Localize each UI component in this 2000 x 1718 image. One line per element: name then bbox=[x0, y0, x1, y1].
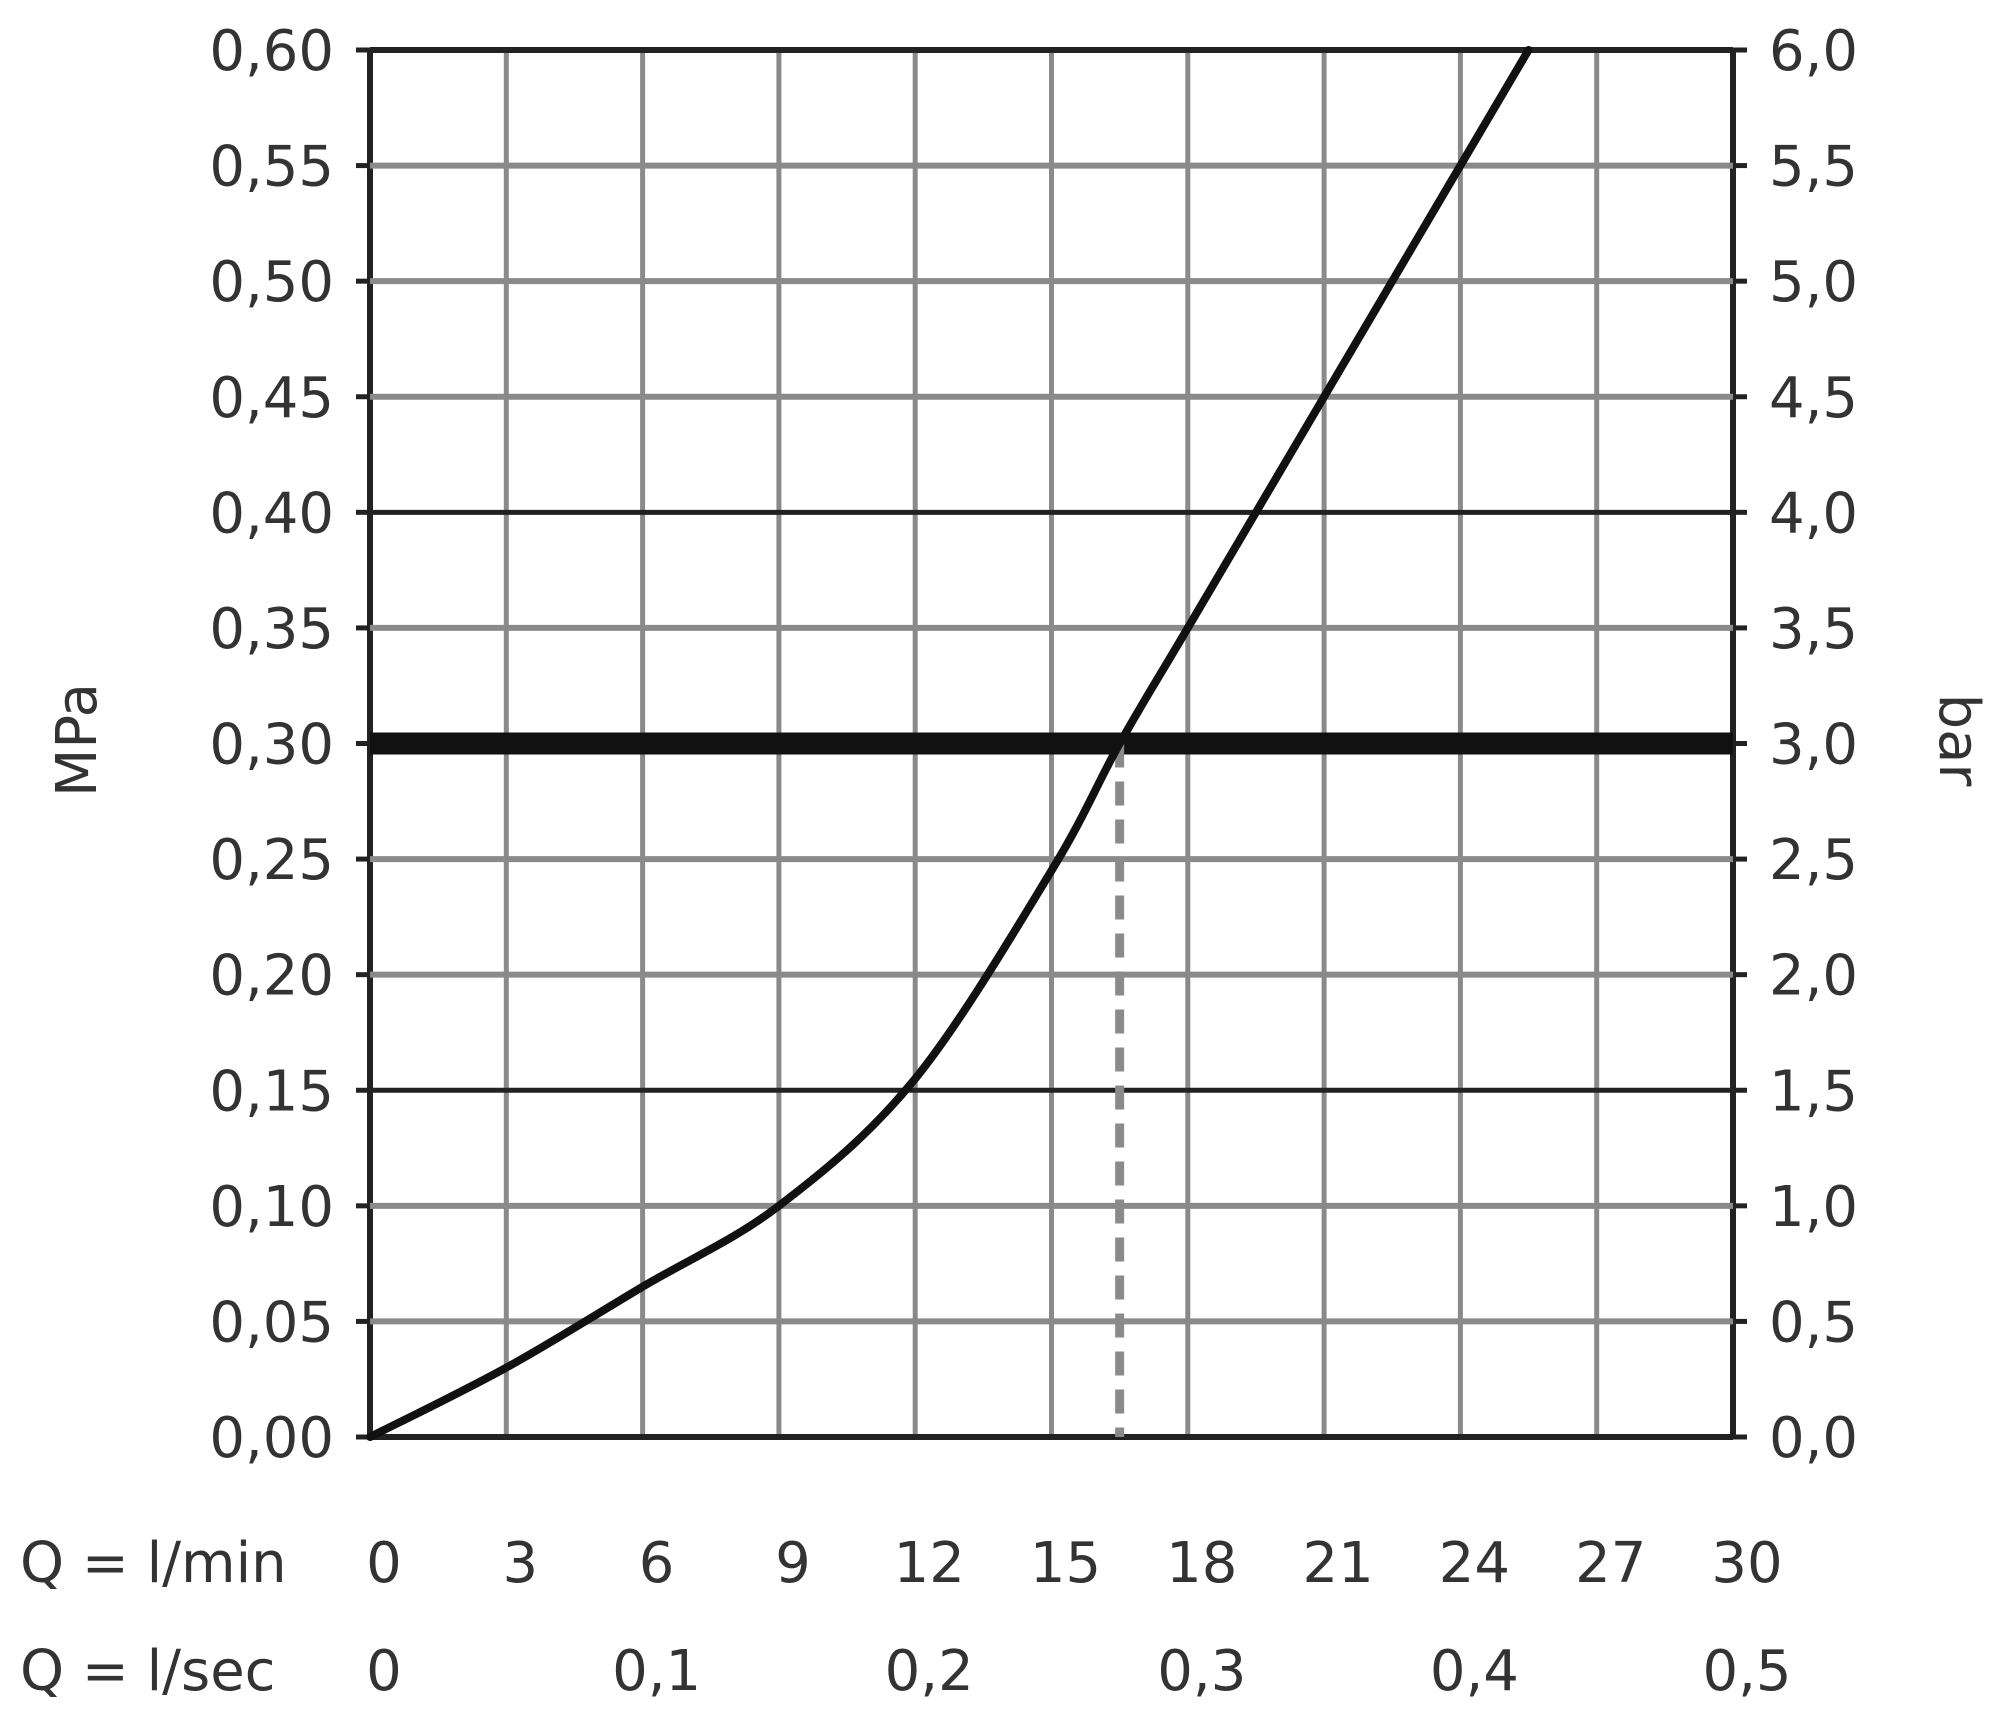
x-axis-lsec-ticks: 0 0,1 0,2 0,3 0,4 0,5 bbox=[366, 1639, 1791, 1704]
x-tick-label-lmin: 21 bbox=[1302, 1531, 1373, 1596]
y-axis-right-ticks: 0,0 0,5 1,0 1,5 2,0 2,5 3,0 3,5 4,0 4,5 5,0 5,5 6,0 bbox=[1769, 19, 1858, 1471]
y-tick-label-right: 1,5 bbox=[1769, 1059, 1858, 1124]
y-tick-label-left: 0,40 bbox=[209, 481, 334, 546]
x-axis-lmin-ticks: 0 3 6 9 12 15 18 21 24 27 30 bbox=[366, 1531, 1782, 1596]
x-tick-label-lmin: 24 bbox=[1439, 1531, 1510, 1596]
y-tick-label-right: 6,0 bbox=[1769, 19, 1858, 84]
y-tick-label-right: 1,0 bbox=[1769, 1175, 1858, 1240]
y-tick-label-left: 0,50 bbox=[209, 250, 334, 315]
reference-lines bbox=[370, 732, 1733, 1437]
series bbox=[366, 46, 1533, 1441]
x-tick-label-lsec: 0,1 bbox=[612, 1639, 701, 1704]
x-tick-label-lsec: 0,4 bbox=[1430, 1639, 1519, 1704]
x-tick-label-lmin: 12 bbox=[894, 1531, 965, 1596]
y-tick-label-left: 0,00 bbox=[209, 1406, 334, 1471]
y-tick-label-left: 0,20 bbox=[209, 944, 334, 1009]
y-tick-label-right: 3,0 bbox=[1769, 713, 1858, 778]
y-tick-label-left: 0,05 bbox=[209, 1290, 334, 1355]
y-tick-label-right: 0,5 bbox=[1769, 1290, 1858, 1355]
x-tick-label-lmin: 6 bbox=[639, 1531, 675, 1596]
x-tick-label-lmin: 3 bbox=[502, 1531, 538, 1596]
y-tick-label-right: 0,0 bbox=[1769, 1406, 1858, 1471]
x-tick-label-lmin: 18 bbox=[1166, 1531, 1237, 1596]
y-tick-label-left: 0,30 bbox=[209, 713, 334, 778]
y-tick-label-left: 0,35 bbox=[209, 597, 334, 662]
x-tick-label-lmin: 15 bbox=[1030, 1531, 1101, 1596]
y-axis-right-title: bar bbox=[1926, 694, 1991, 788]
x-tick-label-lsec: 0 bbox=[366, 1639, 402, 1704]
x-axis-lmin-title: Q = l/min bbox=[20, 1531, 287, 1596]
x-tick-label-lsec: 0,3 bbox=[1157, 1639, 1246, 1704]
y-tick-label-right: 4,5 bbox=[1769, 366, 1858, 431]
x-tick-label-lmin: 9 bbox=[775, 1531, 811, 1596]
y-tick-label-left: 0,10 bbox=[209, 1175, 334, 1240]
y-axis-left-title: MPa bbox=[45, 683, 110, 797]
y-tick-label-right: 5,5 bbox=[1769, 135, 1858, 200]
x-tick-label-lmin: 30 bbox=[1711, 1531, 1782, 1596]
y-tick-label-right: 2,5 bbox=[1769, 828, 1858, 893]
x-tick-label-lsec: 0,2 bbox=[885, 1639, 974, 1704]
pressure-curve bbox=[366, 46, 1533, 1441]
y-tick-label-left: 0,15 bbox=[209, 1059, 334, 1124]
y-axis-left-ticks: 0,00 0,05 0,10 0,15 0,20 0,25 0,30 0,35 0,40 0,45… bbox=[209, 19, 334, 1471]
x-tick-label-lmin: 27 bbox=[1575, 1531, 1646, 1596]
y-tick-label-left: 0,25 bbox=[209, 828, 334, 893]
y-tick-label-left: 0,45 bbox=[209, 366, 334, 431]
x-tick-label-lmin: 0 bbox=[366, 1531, 402, 1596]
y-tick-label-right: 3,5 bbox=[1769, 597, 1858, 662]
y-tick-label-left: 0,55 bbox=[209, 135, 334, 200]
y-tick-label-right: 2,0 bbox=[1769, 944, 1858, 1009]
y-tick-label-left: 0,60 bbox=[209, 19, 334, 84]
y-tick-label-right: 5,0 bbox=[1769, 250, 1858, 315]
y-tick-label-right: 4,0 bbox=[1769, 481, 1858, 546]
x-axis-lsec-title: Q = l/sec bbox=[20, 1639, 275, 1704]
x-tick-label-lsec: 0,5 bbox=[1702, 1639, 1791, 1704]
